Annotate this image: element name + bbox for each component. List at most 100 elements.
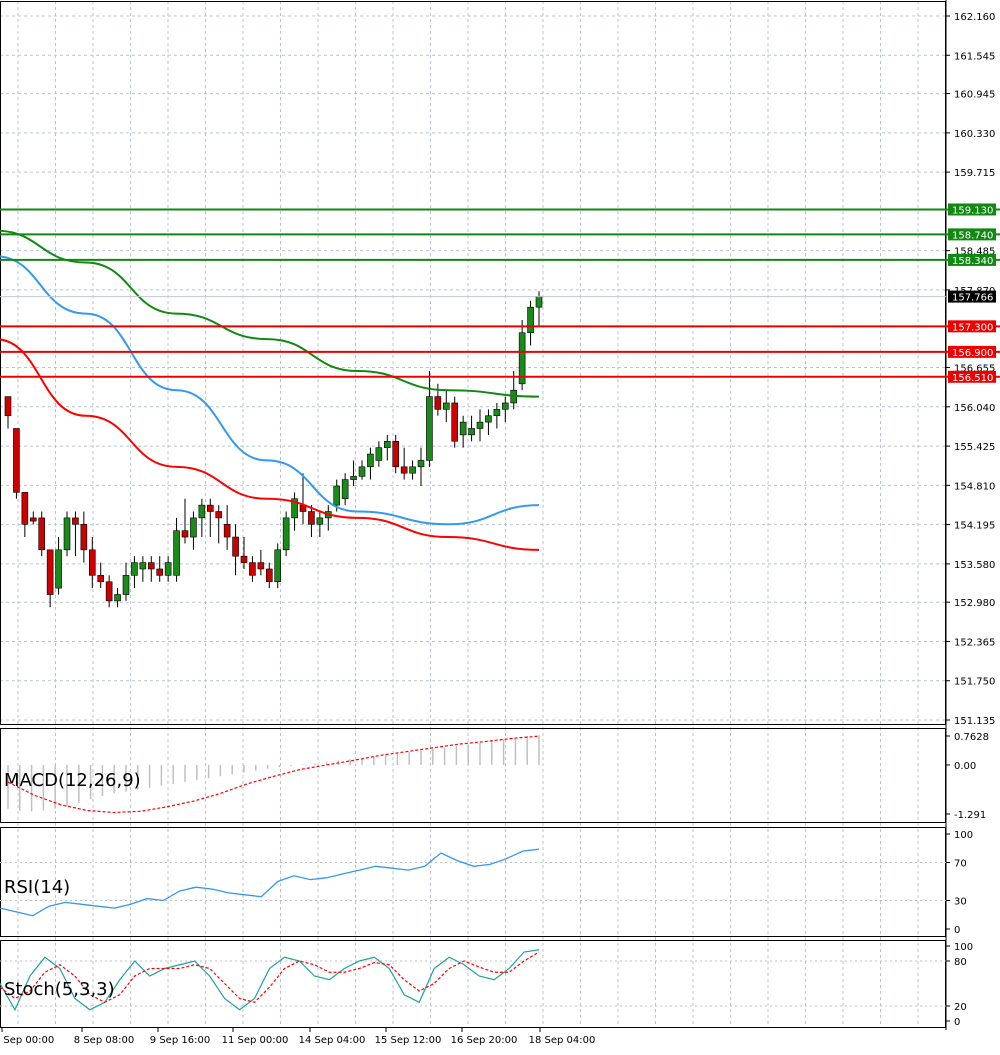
current-price-label: 157.766 [952,293,993,304]
moving-average-2 [0,255,540,526]
stoch-tick-label: 0 [954,1017,960,1028]
resistance-level-badge [948,253,996,266]
price-tick-label: 154.195 [954,521,995,532]
support-level-badge [948,320,996,333]
candle-body [417,460,425,468]
candle-body [459,421,467,436]
candle-body [316,517,324,525]
price-panel[interactable] [0,208,946,608]
support-level-badge [948,370,996,383]
candle-body [206,504,214,512]
price-tick-label: 152.980 [954,598,995,609]
candle-body [476,421,484,429]
candle-body [173,530,180,576]
stoch-signal-line [0,951,540,1003]
rsi-label: RSI(14) [4,877,70,898]
candle-body [308,511,315,525]
time-tick-label: 9 Sep 16:00 [150,1035,210,1046]
candle-body [527,306,534,334]
macd-panel[interactable] [7,735,540,814]
candle-body [80,523,88,551]
rsi-tick-label: 100 [954,830,973,841]
candle-body [232,536,239,557]
candle-body [139,562,147,570]
price-tick-label: 156.040 [954,403,995,414]
stoch-panel[interactable] [0,949,946,1012]
candle-body [156,568,164,576]
macd-tick-label: 0.00 [954,761,976,772]
stoch-tick-label: 100 [954,942,973,953]
resistance-level-badge [948,203,996,216]
candle-body [442,402,450,410]
resistance-level-label: 159.130 [952,205,993,216]
panel-border [0,827,946,937]
stoch-label: Stoch(5,3,3) [4,979,115,1000]
candle-body [46,549,54,595]
resistance-level-label: 158.340 [952,256,993,267]
time-tick-label: 15 Sep 12:00 [375,1035,442,1046]
candle-body [88,549,96,576]
resistance-level-badge [948,228,996,241]
candle-body [341,479,349,500]
time-tick-label: 11 Sep 00:00 [222,1035,289,1046]
candle-body [358,466,366,477]
panel-border [0,940,946,1028]
price-tick-label: 160.330 [954,129,995,140]
candle-body [4,396,12,417]
candle-body [451,402,459,442]
candle-body [223,523,231,538]
current-price-badge [948,290,996,303]
candle-body [493,409,501,417]
candle-body [164,562,172,576]
macd-label: MACD(12,26,9) [4,770,141,791]
support-level-badge [948,345,996,358]
price-tick-label: 151.135 [954,716,995,727]
candle-body [291,498,298,519]
macd-tick-label: -1.291 [954,810,986,821]
candle-body [518,332,526,385]
candle-body [38,517,46,551]
time-tick-label: 16 Sep 20:00 [451,1035,518,1046]
candle-body [409,466,416,474]
candle-body [105,581,113,602]
candle-body [383,440,391,448]
candle-body [181,530,189,538]
candle-body [215,511,223,519]
price-tick-label: 153.580 [954,560,995,571]
price-tick-label: 155.425 [954,442,995,453]
candle-body [97,575,105,583]
macd-signal-line [7,735,540,814]
price-tick-label: 162.160 [954,12,995,23]
candle-body [198,504,206,519]
candle-body [55,549,62,589]
rsi-tick-label: 30 [954,897,967,908]
panel-frames [0,0,947,1030]
price-tick-label: 152.365 [954,637,995,648]
candle-body [434,396,442,410]
candle-body [265,568,273,583]
price-tick-label: 161.545 [954,51,995,62]
rsi-line [0,848,540,917]
support-level-label: 157.300 [952,322,993,333]
candle-body [468,428,475,436]
moving-average-3 [0,229,540,398]
macd-tick-label: 0.7628 [954,732,989,743]
support-level-label: 156.510 [952,373,993,384]
price-tick-label: 159.715 [954,168,995,179]
time-axis: 7 Sep 00:00 8 Sep 08:00 9 Sep 16:00 11 Sep … [0,1027,595,1046]
stoch-tick-label: 20 [954,1002,967,1013]
candle-body [249,562,256,576]
candle-body [190,517,197,538]
candle-body [282,517,290,551]
candle-body [13,428,20,493]
time-tick-label: 8 Sep 08:00 [74,1035,134,1046]
panel-border [0,1,946,725]
rsi-panel[interactable] [0,848,946,917]
candle-body [72,517,79,525]
rsi-tick-label: 70 [954,859,967,870]
support-level-label: 156.900 [952,348,993,359]
candle-body [240,555,248,563]
candle-body [29,517,37,522]
candle-body [367,453,374,468]
